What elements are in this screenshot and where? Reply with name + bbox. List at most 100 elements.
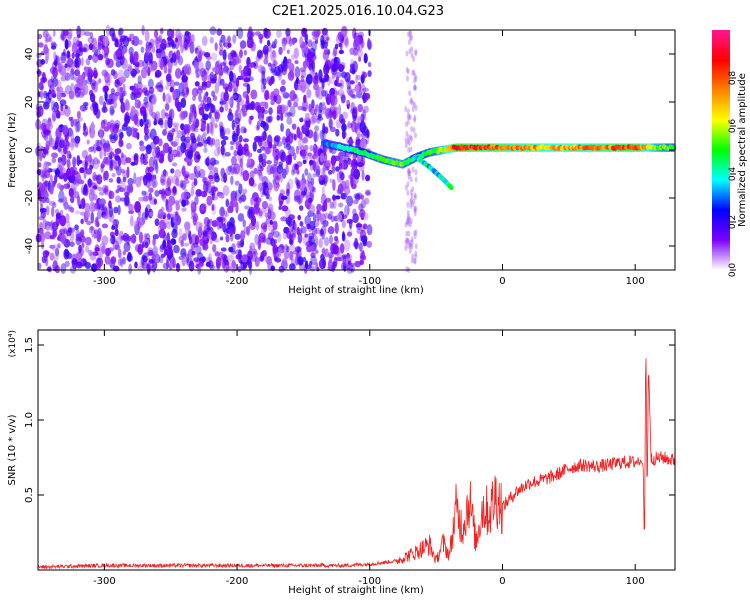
colorbar-tick-label: 0.0 [728, 263, 738, 278]
spectrogram-cell [365, 174, 371, 182]
spectrogram-cell [77, 34, 81, 39]
spectrogram-cell [267, 208, 272, 220]
spectrogram-cell [334, 222, 339, 235]
snr-panel: -300 -200 -100 0 100 0.5 1.0 1.5 Height of str… [7, 329, 676, 596]
spectrogram-cell [253, 204, 260, 215]
spectrogram-cell [148, 258, 154, 264]
spectrogram-cell [99, 148, 103, 160]
spectrogram-cell [321, 128, 327, 140]
spectrogram-cell [297, 232, 303, 244]
spectrogram-cell [88, 43, 94, 51]
spectrogram-cell [122, 250, 126, 256]
spectrogram-cell [57, 147, 62, 152]
spectrogram-cell [272, 151, 277, 158]
spectrogram-cell [90, 79, 96, 87]
spectrogram-cell [85, 210, 91, 218]
spectrogram-cell [111, 173, 116, 178]
spectrogram-cell [334, 91, 340, 96]
x-tick-label: 0 [499, 576, 505, 587]
spectrogram-cell [326, 36, 330, 41]
spectrogram-cell [108, 190, 115, 200]
spectrogram-cell [120, 152, 124, 159]
spectrogram-cell [282, 168, 287, 179]
spectrogram-cell [281, 136, 287, 145]
spectrogram-cell [213, 73, 217, 84]
spectrogram-cell [232, 34, 237, 44]
spectrogram-cell [258, 112, 265, 123]
spectrogram-cell [72, 156, 77, 168]
spectrogram-cell [354, 260, 362, 268]
spectrogram-cell [338, 113, 344, 124]
spectrogram-cell [289, 105, 296, 118]
spectrogram-cell [106, 147, 113, 152]
spectrogram-cell [92, 158, 100, 170]
spectrogram-cell [409, 203, 413, 210]
spectrogram-cell [407, 167, 411, 174]
spectrogram-cell [271, 164, 279, 175]
spectrogram-cell [117, 248, 122, 259]
spectrogram-cell [413, 84, 417, 91]
spectrogram-cell [65, 52, 71, 60]
spectrogram-cell [69, 68, 75, 81]
spectrogram-cell [206, 155, 211, 164]
spectrogram-cell [116, 176, 121, 184]
spectrogram-cell [407, 139, 411, 146]
spectrogram-cell [296, 169, 300, 175]
spectrogram-cell [404, 221, 408, 228]
spectrogram-cell [280, 112, 284, 122]
spectrogram-cell [233, 122, 241, 129]
spectrogram-cell [299, 67, 307, 73]
spectrogram-cell [310, 177, 315, 186]
spectrogram-cell [143, 96, 149, 106]
spectrogram-cell [412, 127, 416, 134]
spectrogram-cell [85, 245, 90, 253]
spectrogram-cell [148, 192, 153, 201]
x-tick-label: -100 [358, 576, 381, 587]
spectrogram-cell [344, 37, 349, 48]
spectrogram-cell [405, 130, 409, 137]
spectrogram-cell [317, 86, 324, 92]
spectrogram-cell [90, 182, 98, 187]
spectrogram-cell [413, 194, 417, 201]
spectrogram-cell [38, 169, 46, 178]
spectrogram-cell [253, 167, 258, 175]
spectrogram-cell [214, 82, 220, 94]
spectrogram-cell [346, 231, 353, 237]
spectrogram-cell [333, 235, 339, 242]
spectrogram-cell [63, 227, 67, 235]
spectrogram-cell [310, 255, 317, 266]
spectrogram-cell [121, 124, 128, 132]
snr-x-ticks: -300 -200 -100 0 100 [93, 330, 645, 587]
spectrogram-cell [129, 215, 134, 227]
spectrogram-cell [209, 26, 217, 36]
spectrogram-cell [122, 176, 127, 183]
spectrogram-cell [136, 87, 143, 96]
spectrogram-cell [408, 114, 412, 121]
spectrogram-cell [413, 233, 417, 240]
spectrogram-cell [114, 148, 122, 155]
spectrogram-cell [324, 237, 330, 247]
spectrogram-cell [216, 216, 224, 222]
spectrogram-cell [147, 78, 154, 89]
spectrogram-cell [334, 79, 338, 86]
spectrogram-cell [215, 256, 222, 268]
spectrogram-y-ticks: -40 -20 0 20 40 [24, 48, 675, 254]
spectrogram-cell [248, 222, 256, 230]
spectrogram-cell [200, 99, 205, 107]
spectrogram-cell [83, 84, 89, 96]
spectrogram-cell [281, 205, 289, 212]
spectrogram-cell [115, 49, 122, 58]
signal-branch-cell [448, 184, 454, 191]
spectrogram-cell [79, 167, 85, 174]
spectrogram-cell [114, 228, 119, 237]
spectrogram-cell [324, 212, 330, 219]
spectrogram-cell [311, 40, 317, 52]
spectrogram-cell [295, 145, 300, 155]
spectrogram-cell [90, 226, 94, 231]
spectrogram-cell [71, 52, 75, 59]
spectrogram-cell [97, 186, 103, 192]
spectrogram-cell [102, 184, 109, 193]
spectrogram-cell [265, 187, 272, 195]
spectrogram-cell [44, 144, 50, 156]
spectrogram-cell [231, 155, 237, 166]
